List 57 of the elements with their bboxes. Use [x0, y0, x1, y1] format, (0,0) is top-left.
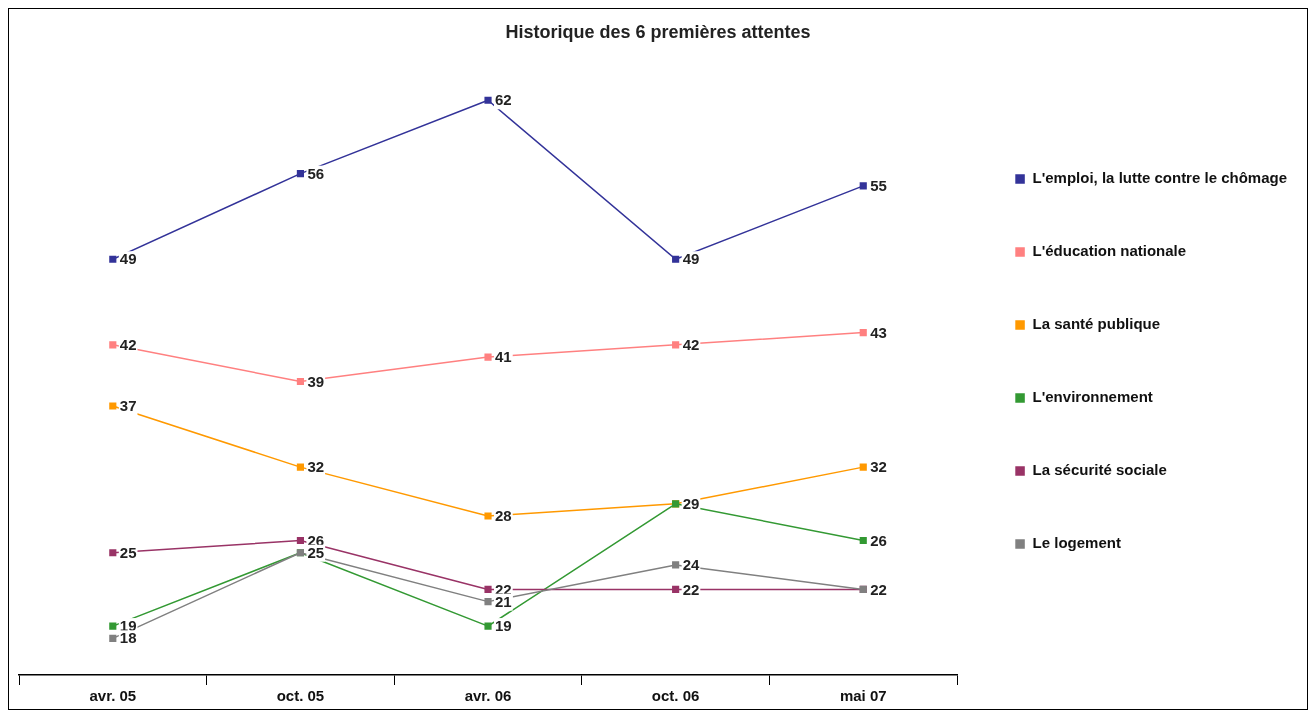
data-label: 32: [307, 458, 325, 476]
x-tick-label: oct. 06: [651, 687, 700, 705]
point: [296, 536, 304, 545]
point: [859, 182, 867, 190]
data-label: 49: [682, 250, 700, 268]
data-label: 39: [307, 372, 325, 390]
point: [672, 341, 680, 349]
point: [859, 536, 867, 545]
point: [484, 622, 492, 630]
x-tick-label: avr. 06: [464, 687, 512, 705]
x-tick-label: oct. 05: [276, 687, 325, 705]
data-label: 22: [870, 580, 887, 598]
point: [109, 255, 117, 263]
legend-label: La sécurité sociale: [1032, 461, 1167, 479]
data-label: 28: [495, 507, 512, 525]
point: [672, 255, 680, 263]
data-label: 26: [870, 531, 887, 549]
data-label: 19: [495, 617, 512, 635]
legend-label: La santé publique: [1032, 315, 1161, 333]
data-label: 32: [870, 458, 887, 476]
point: [296, 463, 304, 471]
data-label: 41: [495, 348, 512, 366]
data-label: 24: [682, 556, 700, 574]
point: [109, 634, 117, 642]
x-tick-label: mai 07: [839, 687, 887, 705]
data-label: 62: [495, 91, 512, 109]
data-label: 56: [307, 164, 325, 182]
point: [672, 561, 680, 569]
point: [109, 402, 117, 410]
point: [109, 341, 117, 349]
point: [672, 585, 680, 593]
point: [484, 598, 492, 606]
x-tick-label: avr. 05: [89, 687, 137, 705]
point: [484, 353, 492, 361]
data-label: 55: [870, 177, 887, 195]
legend-label: Le logement: [1032, 534, 1121, 552]
legend-label: L'emploi, la lutte contre le chômage: [1032, 169, 1287, 187]
data-label: 42: [119, 335, 137, 353]
data-label: 37: [119, 397, 137, 415]
point: [859, 329, 867, 337]
data-label: 43: [870, 323, 887, 341]
point: [109, 549, 117, 557]
legend-label: L'environnement: [1032, 388, 1153, 406]
point: [296, 377, 304, 386]
data-label: 49: [119, 250, 137, 268]
point: [859, 463, 867, 471]
point: [296, 170, 304, 178]
data-label: 42: [682, 335, 700, 353]
point: [484, 585, 492, 593]
chart-title: Historique des 6 premières attentes: [505, 21, 811, 42]
point: [484, 96, 492, 104]
legend-label: L'éducation nationale: [1032, 242, 1187, 260]
data-label: 25: [119, 543, 137, 561]
data-label: 22: [682, 580, 700, 598]
point: [484, 512, 492, 520]
data-label: 29: [682, 494, 700, 512]
point: [109, 622, 117, 630]
